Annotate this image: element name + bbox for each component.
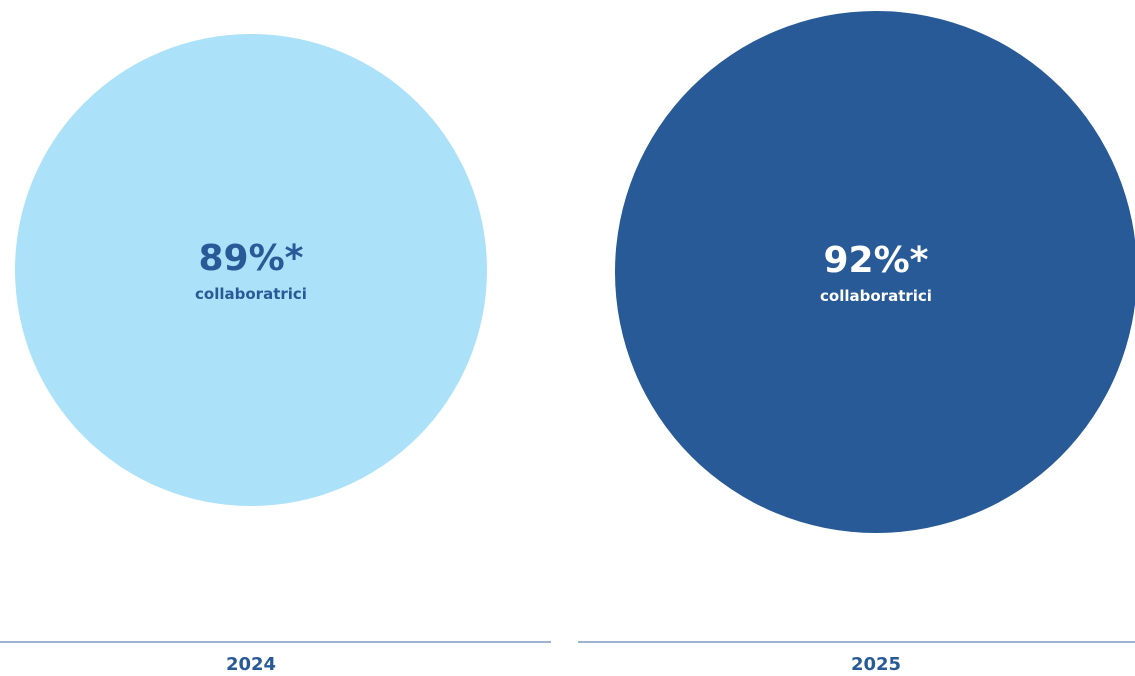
- bubble-2024: [15, 34, 487, 506]
- bubble-value-label-2024: 89%*: [199, 238, 304, 279]
- bubble-unit-label-2025: collaboratrici: [820, 287, 932, 305]
- baseline-layer: 2024 2025: [0, 641, 1135, 675]
- year-label-2025: 2025: [851, 654, 901, 675]
- bubble-unit-label-2024: collaboratrici: [195, 285, 307, 303]
- year-label-2024: 2024: [226, 654, 276, 675]
- bubbles-layer: 89%* collaboratrici 92%* collaboratrici: [15, 11, 1135, 533]
- bubble-value-label-2025: 92%*: [824, 240, 929, 281]
- bubble-2025: [615, 11, 1135, 533]
